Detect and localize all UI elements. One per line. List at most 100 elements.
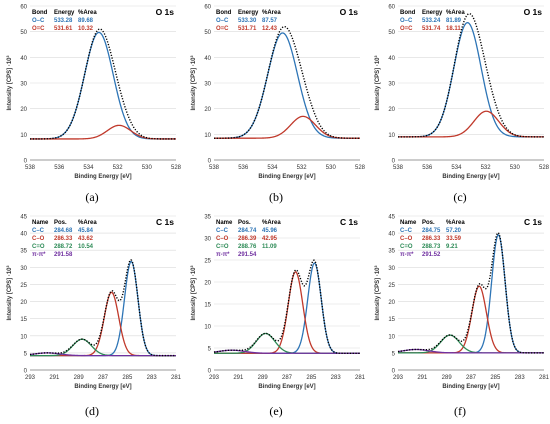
component-peak-4 bbox=[213, 349, 360, 354]
component-peak-1 bbox=[398, 22, 544, 138]
panel-b-chart: 0 10 20 30 40 50 60 538 536 534 532 530 528 Binding E… bbox=[190, 5, 366, 181]
table-row-area: 81.89 bbox=[446, 18, 462, 24]
component-peak-1 bbox=[30, 31, 176, 140]
x-tick-label: 289 bbox=[74, 375, 85, 381]
y-tick-label: 40 bbox=[20, 232, 27, 238]
y-tick-label: 15 bbox=[388, 317, 395, 323]
y-axis-label: Intensity [CPS] ·10³ bbox=[374, 265, 381, 320]
peak-label: O 1s bbox=[340, 7, 359, 17]
x-tick-label: 536 bbox=[54, 165, 65, 171]
y-tick-label: 20 bbox=[20, 107, 27, 113]
x-axis-label: Binding Energy [eV] bbox=[258, 384, 315, 390]
x-tick-label: 538 bbox=[209, 165, 220, 171]
y-tick-label: 5 bbox=[392, 351, 396, 357]
y-tick-label: 30 bbox=[20, 266, 27, 272]
x-axis-label: Binding Energy [eV] bbox=[442, 384, 499, 390]
envelope-curve bbox=[29, 259, 176, 357]
y-tick-label: 30 bbox=[204, 82, 211, 88]
x-tick-label: 283 bbox=[515, 375, 526, 381]
y-tick-label: 45 bbox=[388, 215, 395, 221]
table-row-name: O=C bbox=[32, 26, 45, 32]
y-tick-label: 25 bbox=[388, 283, 395, 289]
panel-f-chart: 0 5 10 15 20 25 30 35 40 45 293 291 289 287 285 283 281 B… bbox=[374, 215, 550, 391]
table-row-area: 43.62 bbox=[78, 236, 94, 242]
envelope-curve bbox=[397, 231, 544, 354]
y-axis-label: Intensity [CPS] ·10³ bbox=[374, 55, 381, 110]
y-tick-label: 30 bbox=[388, 82, 395, 88]
x-tick-label: 534 bbox=[267, 165, 278, 171]
table-header: Name bbox=[400, 220, 417, 226]
table-row-energy: 288.72 bbox=[54, 244, 73, 250]
component-peak-2 bbox=[30, 124, 176, 140]
table-row-area: 10.32 bbox=[78, 26, 94, 32]
x-tick-label: 291 bbox=[233, 375, 244, 381]
y-tick-label: 30 bbox=[204, 237, 211, 243]
table-row-energy: 284.68 bbox=[54, 228, 73, 234]
envelope-curve bbox=[213, 259, 360, 354]
component-peak-1 bbox=[398, 234, 544, 354]
table-header: Name bbox=[32, 220, 49, 226]
y-tick-label: 35 bbox=[204, 215, 211, 221]
table-row-name: π-π* bbox=[400, 252, 414, 258]
table-header: %Area bbox=[262, 10, 281, 16]
y-tick-label: 40 bbox=[388, 56, 395, 62]
x-tick-label: 289 bbox=[442, 375, 453, 381]
table-row-name: π-π* bbox=[32, 252, 46, 258]
panel-c-chart: 0 10 20 30 40 50 60 538 536 534 532 530 528 Binding E… bbox=[374, 5, 550, 181]
table-header: Pos. bbox=[422, 220, 435, 226]
y-tick-label: 35 bbox=[20, 249, 27, 255]
x-tick-label: 291 bbox=[417, 375, 428, 381]
table-row-area: 33.59 bbox=[446, 236, 462, 242]
table-row-name: O–C bbox=[216, 18, 229, 24]
table-row-name: O–C bbox=[32, 18, 45, 24]
y-tick-label: 30 bbox=[388, 266, 395, 272]
component-peak-2 bbox=[398, 285, 544, 354]
table-row-energy: 291.52 bbox=[422, 252, 441, 258]
y-tick-label: 20 bbox=[204, 107, 211, 113]
x-tick-label: 538 bbox=[25, 165, 36, 171]
x-tick-label: 281 bbox=[171, 375, 182, 381]
y-tick-label: 45 bbox=[20, 215, 27, 221]
table-header: %Area bbox=[78, 220, 97, 226]
table-row-energy: 531.71 bbox=[238, 26, 257, 32]
y-tick-label: 50 bbox=[20, 30, 27, 36]
y-tick-label: 15 bbox=[204, 303, 211, 309]
x-tick-label: 530 bbox=[142, 165, 153, 171]
y-tick-label: 35 bbox=[388, 249, 395, 255]
x-tick-label: 538 bbox=[393, 165, 404, 171]
peak-label: C 1s bbox=[156, 217, 174, 227]
table-header: %Area bbox=[446, 220, 465, 226]
y-tick-label: 5 bbox=[24, 351, 28, 357]
table-row-name: π-π* bbox=[216, 252, 230, 258]
table-row-name: C=O bbox=[216, 244, 229, 250]
table-header: %Area bbox=[78, 10, 97, 16]
table-row-energy: 533.28 bbox=[54, 18, 73, 24]
y-tick-label: 60 bbox=[388, 5, 395, 11]
y-tick-label: 40 bbox=[204, 56, 211, 62]
table-row-energy: 286.39 bbox=[238, 236, 257, 242]
table-header: Pos. bbox=[238, 220, 251, 226]
table-row-energy: 291.58 bbox=[54, 252, 73, 258]
table-header: Bond bbox=[400, 10, 416, 16]
peak-label: O 1s bbox=[524, 7, 543, 17]
x-tick-label: 530 bbox=[510, 165, 521, 171]
y-tick-label: 40 bbox=[20, 56, 27, 62]
x-tick-label: 293 bbox=[209, 375, 220, 381]
y-tick-label: 25 bbox=[204, 259, 211, 265]
y-tick-label: 10 bbox=[388, 133, 395, 139]
table-header: Energy bbox=[238, 10, 259, 16]
x-tick-label: 285 bbox=[306, 375, 317, 381]
peak-label: C 1s bbox=[340, 217, 358, 227]
x-tick-label: 281 bbox=[355, 375, 366, 381]
x-tick-label: 283 bbox=[331, 375, 342, 381]
table-row-name: O=C bbox=[216, 26, 229, 32]
table-header: Name bbox=[216, 220, 233, 226]
table-row-area: 42.95 bbox=[262, 236, 278, 242]
table-row-area: 12.43 bbox=[262, 26, 278, 32]
y-tick-label: 0 bbox=[24, 369, 28, 375]
table-row-energy: 533.24 bbox=[422, 18, 441, 24]
x-tick-label: 293 bbox=[25, 375, 36, 381]
x-tick-label: 532 bbox=[481, 165, 492, 171]
table-header: Pos. bbox=[54, 220, 67, 226]
y-tick-label: 50 bbox=[388, 30, 395, 36]
